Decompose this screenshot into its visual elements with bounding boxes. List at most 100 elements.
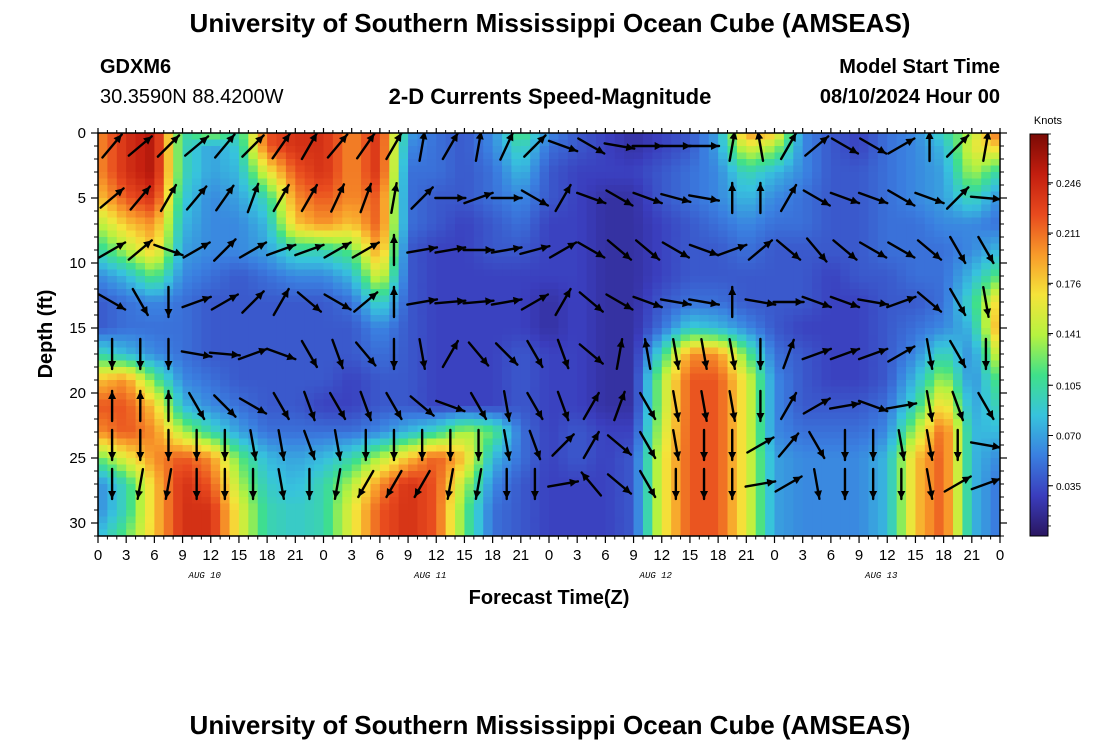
heatmap-cell bbox=[98, 308, 108, 316]
heatmap-cell bbox=[689, 451, 700, 459]
heatmap-cell bbox=[295, 425, 306, 433]
heatmap-cell bbox=[962, 230, 973, 238]
heatmap-cell bbox=[163, 373, 174, 381]
heatmap-cell bbox=[671, 224, 682, 232]
heatmap-cell bbox=[276, 412, 287, 420]
heatmap-cell bbox=[812, 276, 823, 284]
heatmap-cell bbox=[896, 159, 907, 167]
heatmap-cell bbox=[605, 211, 616, 219]
heatmap-cell bbox=[539, 399, 550, 407]
heatmap-cell bbox=[107, 315, 118, 323]
heatmap-cell bbox=[718, 432, 729, 440]
heatmap-cell bbox=[530, 165, 541, 173]
heatmap-cell bbox=[229, 191, 240, 199]
heatmap-cell bbox=[285, 289, 296, 297]
heatmap-cell bbox=[370, 204, 381, 212]
heatmap-cell bbox=[859, 458, 870, 466]
heatmap-cell bbox=[981, 165, 992, 173]
heatmap-cell bbox=[971, 172, 982, 180]
heatmap-cell bbox=[624, 165, 635, 173]
heatmap-cell bbox=[379, 152, 390, 160]
heatmap-cell bbox=[267, 282, 278, 290]
heatmap-cell bbox=[765, 198, 776, 206]
heatmap-cell bbox=[877, 367, 888, 375]
heatmap-cell bbox=[267, 237, 278, 245]
heatmap-cell bbox=[953, 217, 964, 225]
heatmap-cell bbox=[201, 178, 212, 186]
heatmap-cell bbox=[567, 276, 578, 284]
heatmap-cell bbox=[539, 282, 550, 290]
heatmap-cell bbox=[116, 360, 127, 368]
heatmap-cell bbox=[370, 380, 381, 388]
heatmap-cell bbox=[379, 295, 390, 303]
heatmap-cell bbox=[708, 464, 719, 472]
heatmap-cell bbox=[812, 269, 823, 277]
heatmap-cell bbox=[718, 354, 729, 362]
heatmap-cell bbox=[238, 438, 249, 446]
heatmap-cell bbox=[962, 438, 973, 446]
heatmap-cell bbox=[502, 393, 513, 401]
heatmap-cell bbox=[736, 419, 747, 427]
heatmap-cell bbox=[173, 198, 184, 206]
heatmap-cell bbox=[953, 276, 964, 284]
heatmap-cell bbox=[906, 185, 917, 193]
heatmap-cell bbox=[408, 341, 419, 349]
heatmap-cell bbox=[238, 250, 249, 258]
heatmap-cell bbox=[135, 133, 146, 141]
heatmap-cell bbox=[229, 438, 240, 446]
heatmap-cell bbox=[445, 217, 456, 225]
heatmap-cell bbox=[812, 263, 823, 271]
heatmap-cell bbox=[943, 159, 954, 167]
heatmap-cell bbox=[201, 399, 212, 407]
heatmap-cell bbox=[896, 373, 907, 381]
heatmap-cell bbox=[614, 458, 625, 466]
heatmap-cell bbox=[962, 451, 973, 459]
heatmap-cell bbox=[351, 237, 362, 245]
heatmap-cell bbox=[746, 412, 757, 420]
heatmap-cell bbox=[520, 139, 531, 147]
heatmap-cell bbox=[699, 250, 710, 258]
heatmap-cell bbox=[304, 354, 315, 362]
heatmap-cell bbox=[492, 211, 503, 219]
heatmap-cell bbox=[783, 406, 794, 414]
heatmap-cell bbox=[736, 438, 747, 446]
heatmap-cell bbox=[445, 419, 456, 427]
heatmap-cell bbox=[351, 224, 362, 232]
heatmap-cell bbox=[370, 334, 381, 342]
heatmap-cell bbox=[793, 354, 804, 362]
heatmap-cell bbox=[887, 347, 898, 355]
heatmap-cell bbox=[445, 146, 456, 154]
heatmap-cell bbox=[267, 139, 278, 147]
heatmap-cell bbox=[971, 165, 982, 173]
heatmap-cell bbox=[849, 321, 860, 329]
heatmap-cell bbox=[915, 334, 926, 342]
heatmap-cell bbox=[953, 347, 964, 355]
heatmap-cell bbox=[492, 269, 503, 277]
heatmap-cell bbox=[943, 191, 954, 199]
heatmap-cell bbox=[210, 347, 221, 355]
heatmap-cell bbox=[191, 172, 202, 180]
heatmap-cell bbox=[238, 204, 249, 212]
heatmap-cell bbox=[549, 406, 559, 414]
heatmap-cell bbox=[398, 269, 409, 277]
heatmap-cell bbox=[304, 256, 315, 264]
heatmap-cell bbox=[267, 386, 278, 394]
heatmap-cell bbox=[323, 451, 334, 459]
heatmap-cell bbox=[774, 321, 785, 329]
heatmap-cell bbox=[229, 224, 240, 232]
heatmap-cell bbox=[445, 243, 456, 251]
heatmap-cell bbox=[624, 412, 635, 420]
heatmap-cell bbox=[144, 204, 155, 212]
heatmap-cell bbox=[351, 159, 362, 167]
heatmap-cell bbox=[577, 276, 588, 284]
heatmap-cell bbox=[821, 204, 832, 212]
heatmap-cell bbox=[502, 159, 513, 167]
heatmap-cell bbox=[351, 276, 362, 284]
heatmap-cell bbox=[689, 354, 700, 362]
heatmap-cell bbox=[981, 185, 992, 193]
heatmap-cell bbox=[746, 172, 757, 180]
heatmap-cell bbox=[661, 425, 672, 433]
heatmap-cell bbox=[201, 191, 212, 199]
heatmap-cell bbox=[464, 204, 475, 212]
heatmap-cell bbox=[990, 263, 1000, 271]
